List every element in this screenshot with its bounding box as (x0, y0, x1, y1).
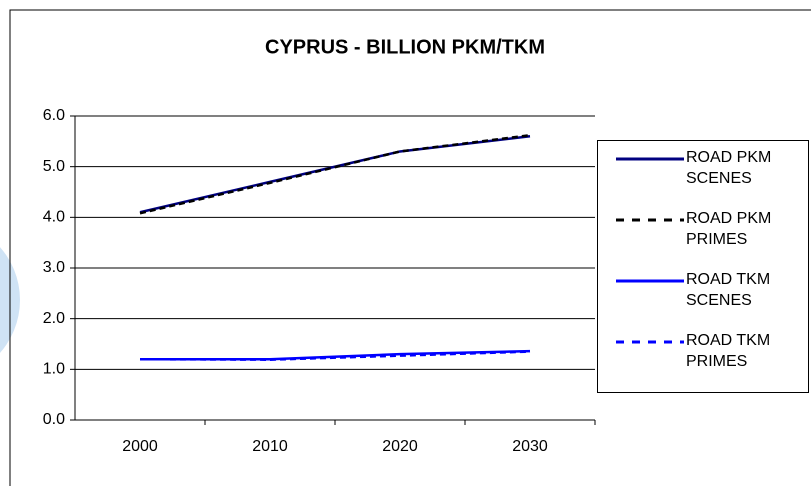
chart-border (9, 9, 811, 486)
legend-entry: ROAD PKM PRIMES (598, 208, 810, 268)
legend-swatch (616, 279, 684, 283)
legend: ROAD PKM SCENES ROAD PKM PRIMES ROAD TKM S… (597, 140, 809, 393)
x-tick-label: 2020 (382, 438, 418, 455)
legend-entry: ROAD TKM SCENES (598, 269, 810, 329)
legend-label: ROAD PKM PRIMES (686, 210, 772, 248)
legend-label: ROAD PKM SCENES (686, 149, 772, 187)
legend-swatch (616, 218, 684, 222)
legend-entry: ROAD TKM PRIMES (598, 330, 810, 390)
legend-label: ROAD TKM SCENES (686, 271, 771, 309)
y-tick-label: 2.0 (43, 310, 65, 327)
x-tick-label: 2030 (512, 438, 548, 455)
legend-swatch (616, 340, 684, 344)
series-line (139, 134, 531, 215)
y-tick-label: 5.0 (43, 158, 65, 175)
x-tick-label: 2000 (122, 438, 158, 455)
legend-entry: ROAD PKM SCENES (598, 147, 810, 207)
y-tick-label: 4.0 (43, 209, 65, 226)
series-line (139, 135, 531, 214)
legend-swatch (616, 157, 684, 161)
y-tick-label: 6.0 (43, 107, 65, 124)
y-tick-label: 1.0 (43, 361, 65, 378)
y-tick-label: 0.0 (43, 411, 65, 428)
chart-title: CYPRUS - BILLION PKM/TKM (265, 36, 545, 58)
x-tick-label: 2010 (252, 438, 288, 455)
y-tick-label: 3.0 (43, 259, 65, 276)
series-line (139, 350, 531, 361)
legend-label: ROAD TKM PRIMES (686, 332, 771, 370)
